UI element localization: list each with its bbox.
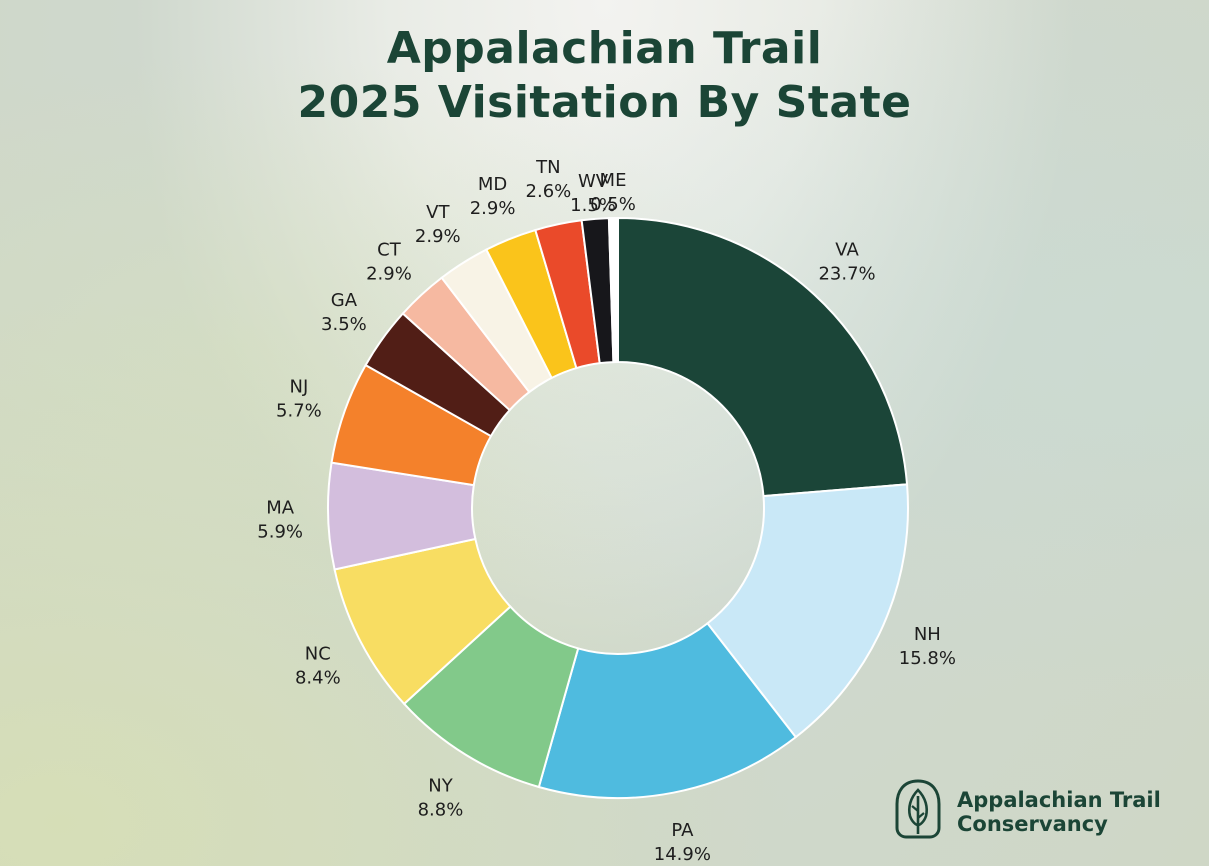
slice-state-va: VA [835,239,859,260]
slice-state-pa: PA [671,820,694,841]
slice-state-tn: TN [535,157,560,178]
slice-state-ma: MA [266,498,295,519]
slice-state-md: MD [478,174,507,195]
slice-label-nh: NH 15.8% [899,624,956,669]
slice-percent-ct: 2.9% [366,263,412,284]
slice-label-ny: NY 8.8% [418,776,464,821]
slice-state-ga: GA [331,290,358,311]
slice-label-nj: NJ 5.7% [276,377,322,422]
slice-percent-pa: 14.9% [654,844,711,865]
slice-pa [537,621,798,799]
slice-percent-ga: 3.5% [321,314,367,335]
slice-percent-va: 23.7% [818,263,875,284]
slice-label-ga: GA 3.5% [321,290,367,335]
title-line-2: 2025 Visitation By State [297,77,912,128]
slice-label-ct: CT 2.9% [366,239,412,284]
brand-name: Appalachian Trail Conservancy [957,788,1161,836]
slice-label-va: VA 23.7% [818,239,875,284]
slice-label-ma: MA 5.9% [257,498,303,543]
slice-percent-nh: 15.8% [899,648,956,669]
slice-label-me: ME 0.5% [590,170,636,215]
slice-me [607,216,619,364]
slice-state-wv: WV [578,171,609,192]
slice-state-nc: NC [305,643,331,664]
slice-label-tn: TN 2.6% [526,157,572,202]
slice-percent-vt: 2.9% [415,226,461,247]
slice-percent-me: 0.5% [590,194,636,215]
slice-state-ny: NY [428,776,453,797]
slice-va [617,216,909,498]
slice-state-ct: CT [377,239,402,260]
slice-percent-ny: 8.8% [418,800,464,821]
slice-label-vt: VT 2.9% [415,202,461,247]
brand-logo: Appalachian Trail Conservancy [893,778,1183,840]
slice-label-nc: NC 8.4% [295,643,341,688]
slice-percent-nj: 5.7% [276,401,322,422]
page-title: Appalachian Trail 2025 Visitation By Sta… [0,22,1209,130]
brand-name-line-1: Appalachian Trail [957,788,1161,812]
title-line-1: Appalachian Trail [386,23,823,74]
slice-percent-tn: 2.6% [526,181,572,202]
slice-percent-wv: 1.5% [570,195,616,216]
slice-label-pa: PA 14.9% [654,820,711,865]
slice-state-vt: VT [426,202,450,223]
slice-percent-nc: 8.4% [295,667,341,688]
slice-percent-ma: 5.9% [257,522,303,543]
slice-label-wv: WV 1.5% [570,171,616,216]
slice-label-md: MD 2.9% [470,174,516,219]
slice-percent-md: 2.9% [470,198,516,219]
slice-state-nh: NH [914,624,941,645]
slice-state-nj: NJ [290,377,309,398]
slice-state-me: ME [600,170,627,191]
leaf-emblem-icon [895,779,941,839]
brand-name-line-2: Conservancy [957,812,1108,836]
slice-nh [706,483,909,739]
